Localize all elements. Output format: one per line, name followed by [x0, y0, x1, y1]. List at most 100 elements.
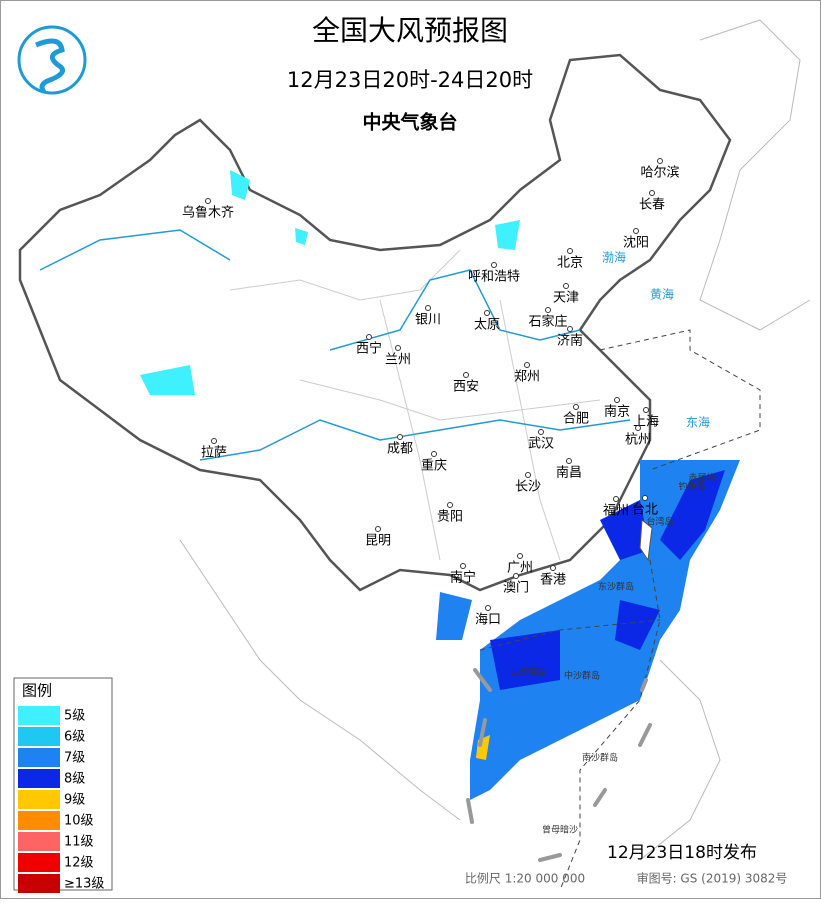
city-label: 成都 [387, 442, 413, 457]
city-dot [205, 198, 211, 204]
sea-label: 东海 [686, 415, 710, 430]
legend-label: 12级 [64, 856, 94, 871]
city-dot [485, 605, 491, 611]
island-label: 东沙群岛 [598, 581, 634, 593]
city-label: 乌鲁木齐 [182, 205, 234, 221]
city-dot [643, 407, 649, 413]
city-dot [517, 553, 523, 559]
city-label: 西宁 [356, 341, 382, 357]
city-dot [550, 565, 556, 571]
city-dot [491, 262, 497, 268]
city-dot [525, 472, 531, 478]
agency: 中央气象台 [362, 111, 457, 134]
legend-label: 9级 [64, 793, 85, 808]
city-dot [649, 190, 655, 196]
city-dot [484, 310, 490, 316]
rivers [39, 229, 631, 461]
island-label: 南沙群岛 [582, 752, 618, 764]
province-borders [229, 249, 601, 561]
city-dot [545, 307, 551, 313]
island-label: 中沙群岛 [564, 670, 600, 682]
legend-swatch [18, 853, 60, 872]
legend-swatch [18, 727, 60, 746]
city-dot [211, 438, 217, 444]
city-dot [614, 397, 620, 403]
island-label: 钓鱼岛 [678, 481, 705, 493]
city-label: 贵阳 [437, 510, 463, 525]
city-label: 济南 [557, 333, 583, 349]
city-dot [633, 228, 639, 234]
city-label: 澳门 [503, 580, 529, 596]
island-label: 曾母暗沙 [542, 824, 578, 836]
island-label: 赤尾屿 [688, 473, 715, 484]
city-dot [567, 326, 573, 332]
city-dot [613, 496, 619, 502]
city-label: 兰州 [385, 353, 411, 368]
city-dot [566, 458, 572, 464]
city-label: 拉萨 [201, 446, 227, 461]
legend-swatch [18, 706, 60, 725]
nine-dash [466, 668, 652, 862]
sea-label: 渤海 [602, 250, 626, 265]
city-dot [524, 362, 530, 368]
city-label: 太原 [474, 318, 500, 333]
city-label: 香港 [540, 573, 566, 588]
wind-areas [140, 170, 740, 800]
legend-label: ≥13级 [64, 877, 104, 892]
logo [17, 25, 87, 95]
city-dot [513, 573, 519, 579]
legend-swatch [18, 811, 60, 830]
city-label: 海口 [475, 613, 501, 628]
sea-label: 黄海 [650, 287, 674, 302]
city-label: 合肥 [563, 412, 589, 427]
city-dot [395, 345, 401, 351]
city-dot [375, 526, 381, 532]
maritime-lines [479, 329, 761, 891]
city-dot [463, 372, 469, 378]
city-dot [635, 425, 641, 431]
city-dot [447, 502, 453, 508]
legend-label: 6级 [64, 730, 85, 745]
city-dot [657, 158, 663, 164]
issue-time: 12月23日18时发布 [607, 843, 757, 863]
legend-label: 11级 [64, 835, 94, 850]
city-label: 南昌 [556, 465, 582, 481]
city-label: 昆明 [365, 534, 391, 549]
city-label: 重庆 [421, 458, 447, 474]
city-label: 呼和浩特 [468, 270, 520, 285]
city-label: 长春 [639, 198, 665, 213]
city-label: 天津 [553, 291, 579, 306]
island-label: 台湾岛 [646, 516, 673, 528]
city-label: 南宁 [450, 570, 476, 586]
legend-swatch [18, 790, 60, 809]
city-label: 福州 [603, 504, 629, 519]
city-label: 西安 [453, 380, 479, 395]
legend-swatch [18, 748, 60, 767]
city-dot [642, 495, 648, 501]
city-dot [366, 334, 372, 340]
legend-label: 10级 [64, 814, 94, 829]
city-label: 杭州 [625, 433, 651, 448]
scale: 比例尺 1:20 000 000 [465, 872, 585, 886]
neighbor-coast [179, 19, 811, 861]
city-label: 北京 [557, 256, 583, 271]
city-dot [538, 429, 544, 435]
legend-label: 7级 [64, 751, 85, 766]
legend-title: 图例 [22, 682, 52, 700]
review-number: 审图号: GS (2019) 3082号 [637, 871, 788, 886]
city-label: 南京 [604, 404, 630, 420]
legend-label: 5级 [64, 709, 85, 724]
legend-label: 8级 [64, 772, 85, 787]
city-label: 台北 [632, 503, 658, 518]
city-dot [573, 404, 579, 410]
city-dot [425, 305, 431, 311]
legend-swatch [18, 769, 60, 788]
city-dot [397, 434, 403, 440]
city-label: 银川 [415, 313, 441, 328]
city-dot [460, 563, 466, 569]
city-label: 哈尔滨 [640, 165, 679, 181]
subtitle: 12月23日20时-24日20时 [287, 68, 533, 92]
city-dot [567, 248, 573, 254]
title: 全国大风预报图 [312, 14, 508, 47]
